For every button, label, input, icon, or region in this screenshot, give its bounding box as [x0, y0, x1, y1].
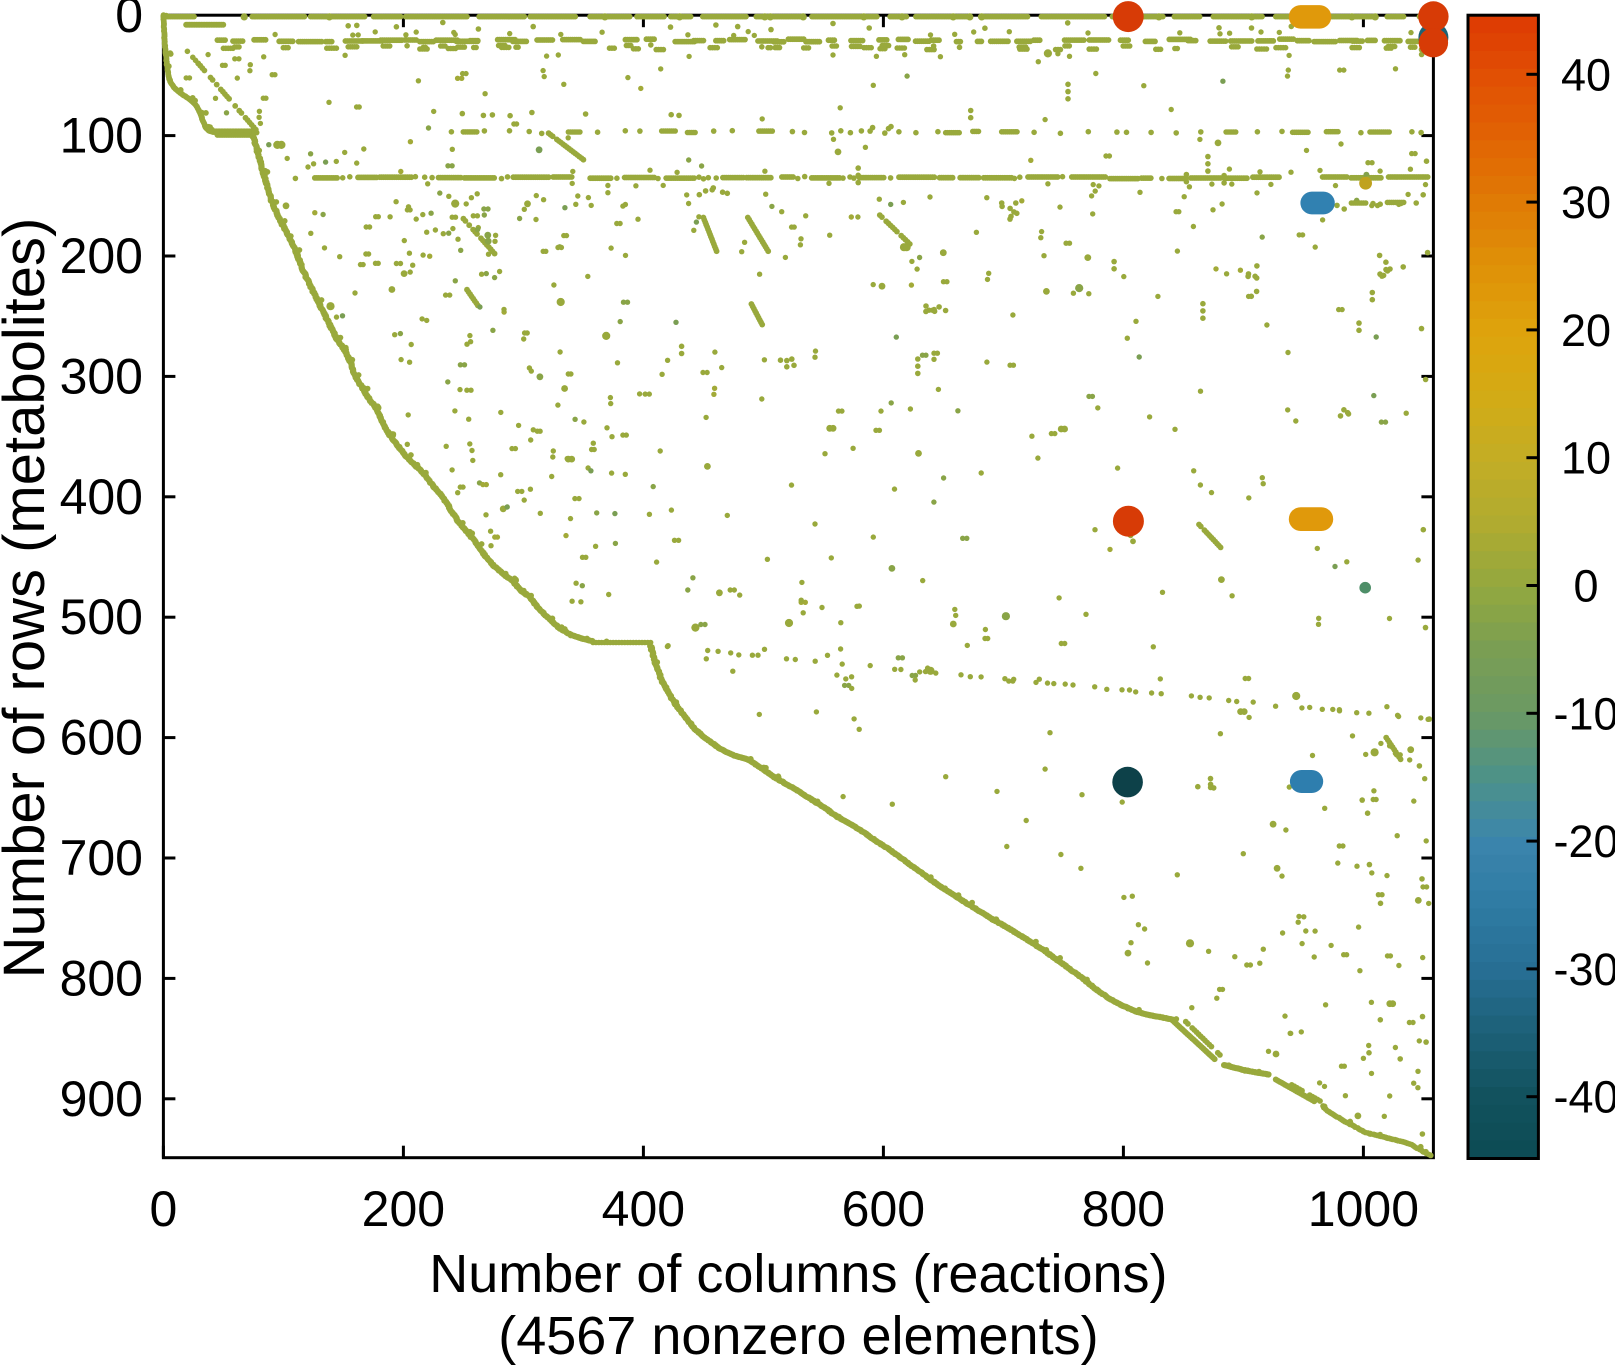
svg-text:(4567 nonzero elements): (4567 nonzero elements) — [498, 1306, 1098, 1365]
svg-text:0: 0 — [1573, 561, 1598, 612]
svg-text:0: 0 — [149, 1181, 177, 1237]
svg-text:-30: -30 — [1553, 944, 1615, 995]
svg-text:800: 800 — [60, 950, 143, 1006]
svg-text:10: 10 — [1561, 433, 1611, 484]
svg-text:900: 900 — [60, 1071, 143, 1127]
svg-text:600: 600 — [842, 1181, 925, 1237]
svg-text:800: 800 — [1082, 1181, 1165, 1237]
svg-text:300: 300 — [60, 348, 143, 404]
svg-text:400: 400 — [60, 469, 143, 525]
svg-text:1000: 1000 — [1308, 1181, 1419, 1237]
svg-text:600: 600 — [60, 710, 143, 766]
svg-text:-10: -10 — [1553, 688, 1615, 739]
svg-text:200: 200 — [362, 1181, 445, 1237]
svg-text:Number of rows (metabolites): Number of rows (metabolites) — [0, 218, 57, 979]
svg-text:400: 400 — [602, 1181, 685, 1237]
svg-text:-20: -20 — [1553, 816, 1615, 867]
svg-text:30: 30 — [1561, 177, 1611, 228]
svg-text:200: 200 — [60, 228, 143, 284]
svg-text:-40: -40 — [1553, 1072, 1615, 1123]
svg-text:0: 0 — [115, 0, 143, 43]
svg-text:500: 500 — [60, 589, 143, 645]
svg-text:Number of columns (reactions): Number of columns (reactions) — [429, 1244, 1167, 1304]
svg-text:40: 40 — [1561, 49, 1611, 100]
svg-text:100: 100 — [60, 108, 143, 164]
svg-text:20: 20 — [1561, 305, 1611, 356]
svg-text:700: 700 — [60, 830, 143, 886]
